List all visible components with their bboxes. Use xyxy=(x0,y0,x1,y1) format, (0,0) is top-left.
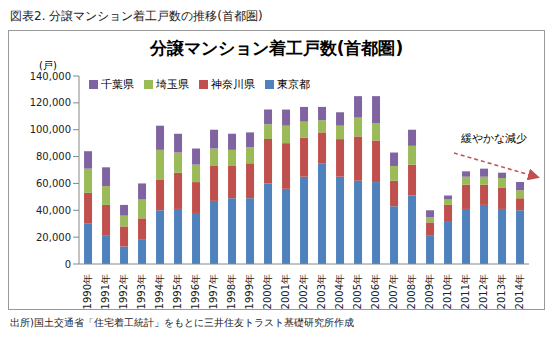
svg-text:2012年: 2012年 xyxy=(478,274,489,309)
html-text:図表2. 分譲マンション着工戸数の推移(首都圏): 図表2. 分譲マンション着工戸数の推移(首都圏) xyxy=(10,9,263,23)
svg-text:60,000: 60,000 xyxy=(36,178,71,189)
svg-text:100,000: 100,000 xyxy=(30,124,71,135)
html-text:緩やかな減少: 緩やかな減少 xyxy=(461,132,527,145)
svg-text:1992年: 1992年 xyxy=(118,274,129,309)
svg-text:40,000: 40,000 xyxy=(36,205,71,216)
html-text:分譲マンション着工戸数(首都圏): 分譲マンション着工戸数(首都圏) xyxy=(149,38,404,58)
html-text:(戸): (戸) xyxy=(39,60,57,71)
svg-text:140,000: 140,000 xyxy=(30,71,71,82)
svg-text:2010年: 2010年 xyxy=(442,274,453,309)
svg-text:2002年: 2002年 xyxy=(298,274,309,309)
svg-text:2014年: 2014年 xyxy=(514,274,525,309)
svg-text:80,000: 80,000 xyxy=(36,151,71,162)
svg-text:2013年: 2013年 xyxy=(496,274,507,309)
svg-text:2008年: 2008年 xyxy=(406,274,417,309)
html-text:神奈川県: 神奈川県 xyxy=(211,78,255,91)
svg-text:2001年: 2001年 xyxy=(280,274,291,309)
html-text:出所)国土交通省「住宅着工統計」をもとに三井住友トラスト基礎: 出所)国土交通省「住宅着工統計」をもとに三井住友トラスト基礎研究所作成 xyxy=(10,317,354,328)
svg-text:2006年: 2006年 xyxy=(370,274,381,309)
svg-text:1994年: 1994年 xyxy=(154,274,165,309)
svg-text:2011年: 2011年 xyxy=(460,274,471,309)
svg-text:1990年: 1990年 xyxy=(82,274,93,309)
svg-text:2007年: 2007年 xyxy=(388,274,399,309)
svg-text:1998年: 1998年 xyxy=(226,274,237,309)
svg-text:2005年: 2005年 xyxy=(352,274,363,309)
html-text:東京都: 東京都 xyxy=(277,78,310,91)
html-text:埼玉県: 埼玉県 xyxy=(156,78,189,91)
svg-text:2000年: 2000年 xyxy=(262,274,273,309)
svg-text:1999年: 1999年 xyxy=(244,274,255,309)
svg-text:0: 0 xyxy=(65,259,71,270)
svg-text:2004年: 2004年 xyxy=(334,274,345,309)
html-text:千葉県: 千葉県 xyxy=(101,78,134,91)
svg-text:2009年: 2009年 xyxy=(424,274,435,309)
svg-text:1995年: 1995年 xyxy=(172,274,183,309)
svg-text:2003年: 2003年 xyxy=(316,274,327,309)
svg-text:1991年: 1991年 xyxy=(100,274,111,309)
svg-text:1997年: 1997年 xyxy=(208,274,219,309)
svg-text:120,000: 120,000 xyxy=(30,97,71,108)
svg-text:20,000: 20,000 xyxy=(36,232,71,243)
svg-text:1996年: 1996年 xyxy=(190,274,201,309)
svg-text:1993年: 1993年 xyxy=(136,274,147,309)
